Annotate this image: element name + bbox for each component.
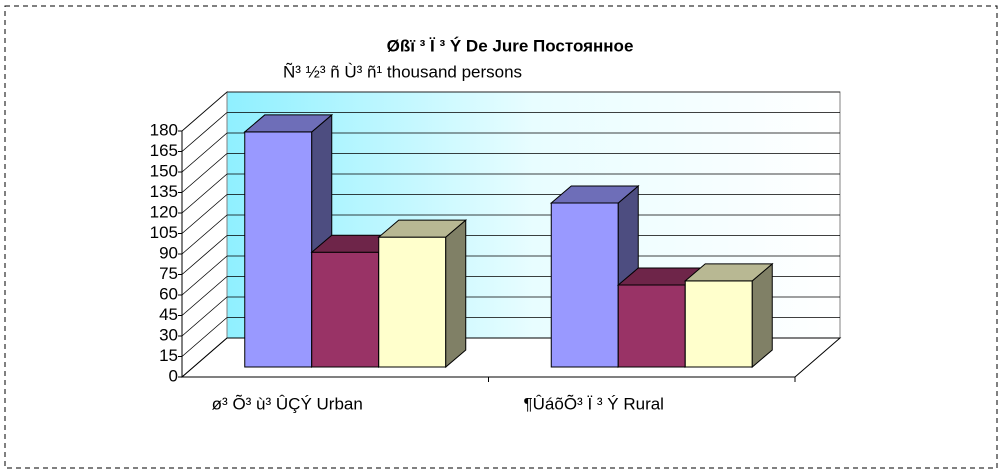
y-tick-label: 90 — [159, 243, 178, 262]
frame — [4, 5, 998, 469]
y-tick-label: 75 — [159, 264, 178, 283]
y-tick-label: 165 — [150, 141, 178, 160]
grid-line — [181, 255, 228, 296]
y-tick-label: 150 — [150, 161, 178, 180]
x-tick-label: ø³ Õ³ ù³ ÛÇÝ Urban — [212, 394, 363, 413]
grid-line — [181, 276, 228, 316]
grid-line — [181, 173, 228, 214]
bar-top — [243, 114, 334, 133]
grid-line — [181, 153, 228, 193]
bar — [311, 251, 380, 368]
x-tick-label: ¶ÛáõÕ³ Ï ³ Ý Rural — [524, 394, 664, 413]
y-tick-label: 15 — [159, 346, 178, 365]
bar-top — [683, 263, 774, 282]
grid-line — [181, 235, 228, 275]
grid-line — [181, 296, 228, 337]
y-tick-label: 45 — [159, 305, 178, 324]
y-tick-label: 0 — [169, 366, 178, 385]
bar-side — [445, 219, 467, 369]
grid-line — [181, 214, 228, 255]
bar — [550, 202, 619, 368]
y-tick-label: 135 — [150, 182, 178, 201]
grid-line — [181, 317, 228, 357]
bar-side — [751, 262, 773, 369]
y-tick-label: 30 — [159, 325, 178, 344]
bar — [617, 284, 686, 368]
y-tick-label: 105 — [150, 223, 178, 242]
grid-line — [181, 91, 228, 132]
bar-top — [377, 219, 468, 238]
bar-top — [549, 185, 640, 204]
grid-line — [181, 194, 228, 234]
y-tick-label: 180 — [150, 120, 178, 139]
bar — [684, 280, 753, 368]
bar — [244, 131, 313, 368]
grid-line — [181, 112, 228, 152]
grid-line — [181, 337, 228, 378]
chart-title: Øßï ³ Ï ³ Ý De Jure Постоянное — [387, 36, 634, 55]
y-tick-label: 120 — [150, 202, 178, 221]
chart-subtitle: Ñ³ ½³ ñ Ù³ ñ¹ thousand persons — [283, 62, 522, 81]
grid-line — [181, 132, 228, 173]
bar — [378, 236, 447, 368]
y-tick-label: 60 — [159, 284, 178, 303]
